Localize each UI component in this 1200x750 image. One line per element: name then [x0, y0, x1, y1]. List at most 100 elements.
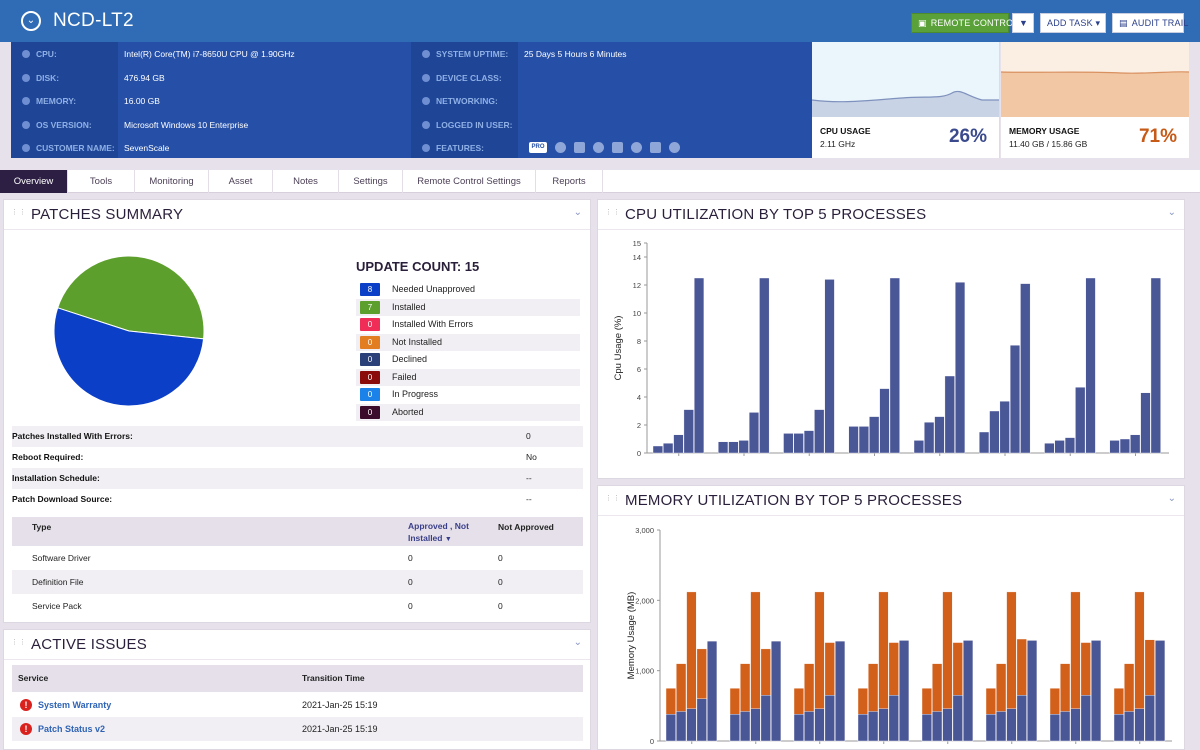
bar: [783, 433, 794, 454]
bar: [676, 711, 687, 742]
legend-label: Needed Unapproved: [392, 284, 476, 294]
info-bullet-icon: [422, 73, 430, 82]
info-bullet-icon: [22, 73, 30, 82]
y-axis-label: Cpu Usage (%): [613, 316, 624, 381]
remote-control-dropdown-button[interactable]: ▼: [1012, 13, 1034, 33]
info-label-text: FEATURES:: [436, 143, 485, 153]
table-row: Service Pack 0 0: [12, 594, 583, 618]
bar: [686, 708, 697, 742]
y-tick-label: 3,000: [635, 526, 654, 535]
remote-control-button[interactable]: ▣ REMOTE CONTROL: [911, 13, 1018, 33]
issue-transition-time: 2021-Jan-25 15:19: [302, 724, 378, 734]
cpu-usage-card: CPU USAGE 2.11 GHz 26%: [812, 42, 1000, 158]
patch-detail-value: No: [526, 452, 537, 462]
y-axis-label: Memory Usage (MB): [626, 592, 637, 680]
bar: [858, 426, 869, 454]
tab-reports[interactable]: Reports: [536, 170, 603, 193]
tab-overview[interactable]: Overview: [0, 170, 68, 193]
drag-handle-icon[interactable]: ⋮⋮: [11, 639, 27, 646]
bar: [868, 711, 879, 742]
bar: [696, 698, 707, 742]
bar: [740, 711, 751, 742]
bar: [1006, 708, 1017, 742]
chevron-down-icon[interactable]: ⌄: [1167, 207, 1176, 218]
bar: [963, 640, 974, 742]
cpu-usage-percent: 26%: [948, 126, 987, 147]
panel-header: ⋮⋮ ACTIVE ISSUES ⌄: [4, 630, 590, 660]
bar: [834, 640, 846, 742]
memory-usage-card: MEMORY USAGE 11.40 GB / 15.86 GB 71%: [1001, 42, 1189, 158]
error-icon: !: [20, 699, 32, 711]
info-label: FEATURES:: [422, 137, 484, 160]
chevron-down-icon[interactable]: ⌄: [573, 207, 582, 218]
legend-item: 0 Installed With Errors: [356, 316, 580, 334]
bar: [814, 708, 825, 742]
info-bullet-icon: [422, 50, 430, 58]
issue-service-link[interactable]: Patch Status v2: [38, 724, 106, 734]
bar: [996, 711, 1007, 742]
panel-title: PATCHES SUMMARY: [31, 206, 184, 223]
bar: [759, 277, 770, 454]
column-header-service: Service: [18, 673, 49, 683]
bar: [889, 277, 900, 454]
tab-settings[interactable]: Settings: [339, 170, 403, 193]
info-value: 25 Days 5 Hours 6 Minutes: [524, 49, 627, 59]
pie-slice-installed: [57, 255, 205, 340]
issue-service-link[interactable]: System Warranty: [38, 700, 112, 710]
legend-item: 0 In Progress: [356, 386, 580, 404]
legend-label: Installed With Errors: [392, 319, 474, 329]
patch-type-cell: Service Pack: [32, 601, 82, 611]
info-label-text: DISK:: [36, 72, 60, 83]
feature-icons: PRO: [529, 139, 688, 154]
memory-utilization-chart: 0 1,000 2,000 3,000 Memory Usage (MB): [626, 526, 1172, 746]
info-label: CPU:: [22, 43, 57, 66]
approved-cell: 0: [408, 577, 413, 587]
tab-monitoring[interactable]: Monitoring: [135, 170, 209, 193]
memory-utilization-panel: ⋮⋮ MEMORY UTILIZATION BY TOP 5 PROCESSES…: [597, 485, 1185, 750]
legend-label: Aborted: [392, 406, 424, 417]
bar: [1064, 437, 1076, 454]
bar: [985, 714, 996, 742]
info-label-text: OS VERSION:: [36, 119, 92, 130]
drag-handle-icon[interactable]: ⋮⋮: [605, 495, 621, 502]
patch-detail-value: --: [526, 473, 532, 483]
bar: [803, 430, 815, 454]
patch-detail-key: Reboot Required:: [12, 452, 84, 462]
cpu-usage-sparkline: [812, 42, 999, 117]
patch-type-cell: Software Driver: [32, 553, 91, 563]
column-header-approved[interactable]: Approved , Not Installed ▼: [408, 520, 488, 546]
bar: [1144, 695, 1155, 742]
tab-tools[interactable]: Tools: [68, 170, 135, 193]
collapse-chevron-icon[interactable]: ⌄: [21, 11, 41, 31]
drag-handle-icon[interactable]: ⋮⋮: [605, 209, 621, 216]
info-bullet-icon: [22, 144, 30, 152]
tab-remote-control-settings[interactable]: Remote Control Settings: [403, 170, 536, 193]
legend-count-badge: 0: [360, 388, 380, 401]
panel-title: MEMORY UTILIZATION BY TOP 5 PROCESSES: [625, 492, 963, 509]
play-icon: [631, 142, 642, 154]
y-tick-label: 6: [637, 365, 641, 374]
memory-usage-title: MEMORY USAGE: [1009, 126, 1080, 136]
chevron-down-icon[interactable]: ⌄: [573, 637, 582, 648]
device-info-panel: CPU: Intel(R) Core(TM) i7-8650U CPU @ 1.9…: [11, 42, 812, 158]
bar: [718, 441, 729, 454]
info-label: DEVICE CLASS:: [422, 67, 502, 90]
bar: [869, 416, 880, 454]
patch-detail-row: Reboot Required: No: [12, 447, 583, 468]
add-task-button[interactable]: ADD TASK ▾: [1040, 13, 1106, 33]
tab-asset[interactable]: Asset: [209, 170, 273, 193]
patch-detail-row: Installation Schedule: --: [12, 468, 583, 489]
not-approved-cell: 0: [498, 601, 503, 611]
bar: [683, 409, 694, 454]
shield-check-icon: [574, 142, 585, 154]
drag-handle-icon[interactable]: ⋮⋮: [11, 209, 27, 216]
legend-label: Installed: [392, 301, 426, 312]
legend-label: Declined: [392, 354, 428, 364]
info-label: OS VERSION:: [22, 114, 92, 137]
tab-notes[interactable]: Notes: [273, 170, 339, 193]
bar: [1134, 708, 1145, 742]
audit-trail-button[interactable]: ▤ AUDIT TRAIL: [1112, 13, 1188, 33]
chevron-down-icon[interactable]: ⌄: [1167, 493, 1176, 504]
bar: [934, 416, 945, 454]
info-bullet-icon: [422, 144, 430, 152]
